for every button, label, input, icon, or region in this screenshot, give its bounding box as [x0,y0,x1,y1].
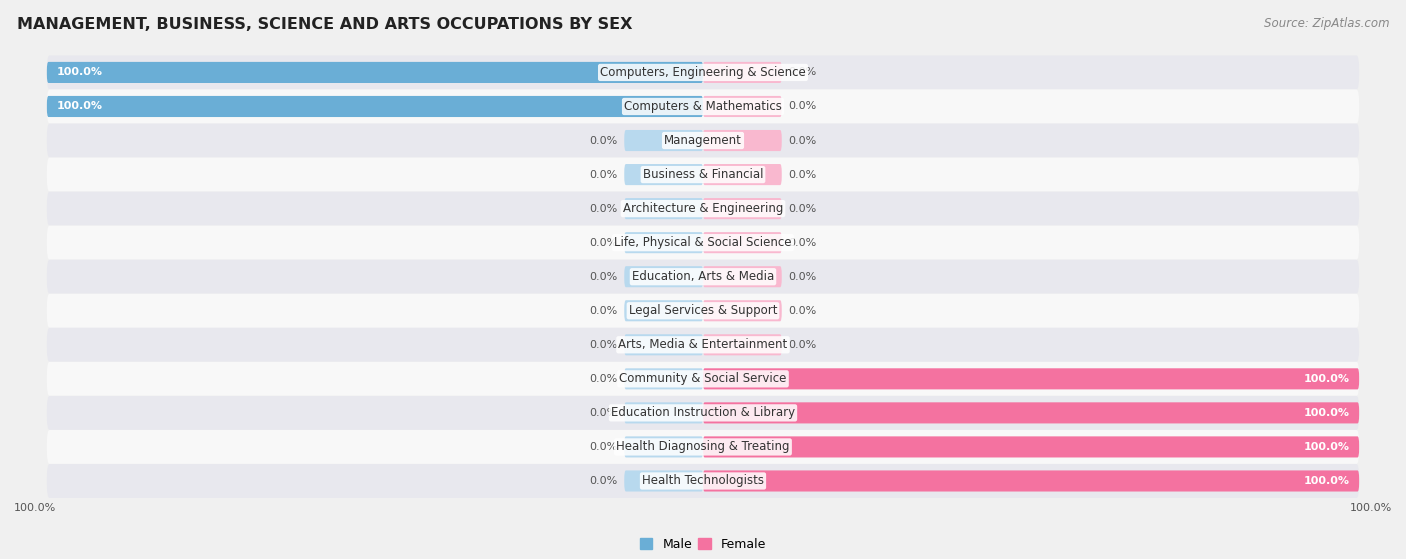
Text: 100.0%: 100.0% [1303,374,1350,384]
Text: 0.0%: 0.0% [589,272,617,282]
FancyBboxPatch shape [703,198,782,219]
Text: Computers & Mathematics: Computers & Mathematics [624,100,782,113]
FancyBboxPatch shape [703,130,782,151]
Text: 0.0%: 0.0% [789,203,817,214]
FancyBboxPatch shape [624,300,703,321]
Text: 100.0%: 100.0% [56,102,103,111]
FancyBboxPatch shape [703,437,1360,457]
Text: Business & Financial: Business & Financial [643,168,763,181]
FancyBboxPatch shape [46,464,1360,498]
FancyBboxPatch shape [624,368,703,390]
Text: Life, Physical & Social Science: Life, Physical & Social Science [614,236,792,249]
FancyBboxPatch shape [46,226,1360,260]
Text: 0.0%: 0.0% [789,306,817,316]
Text: 0.0%: 0.0% [789,238,817,248]
Text: 0.0%: 0.0% [589,306,617,316]
Text: 0.0%: 0.0% [789,68,817,78]
Text: Management: Management [664,134,742,147]
Text: 0.0%: 0.0% [789,340,817,350]
FancyBboxPatch shape [46,158,1360,192]
Text: Architecture & Engineering: Architecture & Engineering [623,202,783,215]
Text: MANAGEMENT, BUSINESS, SCIENCE AND ARTS OCCUPATIONS BY SEX: MANAGEMENT, BUSINESS, SCIENCE AND ARTS O… [17,17,633,32]
FancyBboxPatch shape [46,293,1360,328]
Text: 100.0%: 100.0% [1303,408,1350,418]
Text: Legal Services & Support: Legal Services & Support [628,304,778,318]
Text: Arts, Media & Entertainment: Arts, Media & Entertainment [619,338,787,351]
Text: 0.0%: 0.0% [589,442,617,452]
Text: 0.0%: 0.0% [589,238,617,248]
Text: Source: ZipAtlas.com: Source: ZipAtlas.com [1264,17,1389,30]
FancyBboxPatch shape [624,334,703,356]
FancyBboxPatch shape [624,266,703,287]
FancyBboxPatch shape [624,130,703,151]
Text: 100.0%: 100.0% [56,68,103,78]
FancyBboxPatch shape [46,362,1360,396]
Text: 0.0%: 0.0% [789,135,817,145]
FancyBboxPatch shape [703,96,782,117]
FancyBboxPatch shape [703,232,782,253]
FancyBboxPatch shape [703,334,782,356]
FancyBboxPatch shape [46,89,1360,124]
FancyBboxPatch shape [703,62,782,83]
Text: Health Diagnosing & Treating: Health Diagnosing & Treating [616,440,790,453]
FancyBboxPatch shape [46,192,1360,226]
Text: 0.0%: 0.0% [589,203,617,214]
Text: 0.0%: 0.0% [589,340,617,350]
FancyBboxPatch shape [624,437,703,457]
Text: 0.0%: 0.0% [589,374,617,384]
FancyBboxPatch shape [46,430,1360,464]
FancyBboxPatch shape [46,96,703,117]
Text: 0.0%: 0.0% [789,272,817,282]
Text: 100.0%: 100.0% [1303,476,1350,486]
FancyBboxPatch shape [46,55,1360,89]
Text: 0.0%: 0.0% [589,408,617,418]
Text: 0.0%: 0.0% [789,169,817,179]
Text: Community & Social Service: Community & Social Service [619,372,787,385]
Text: 100.0%: 100.0% [1303,442,1350,452]
FancyBboxPatch shape [46,328,1360,362]
Text: 0.0%: 0.0% [589,169,617,179]
FancyBboxPatch shape [46,396,1360,430]
FancyBboxPatch shape [624,471,703,491]
FancyBboxPatch shape [703,368,1360,390]
FancyBboxPatch shape [624,402,703,423]
FancyBboxPatch shape [703,300,782,321]
FancyBboxPatch shape [703,266,782,287]
FancyBboxPatch shape [46,260,1360,293]
Text: 100.0%: 100.0% [1350,503,1392,513]
Text: 0.0%: 0.0% [789,102,817,111]
FancyBboxPatch shape [46,62,703,83]
Text: Health Technologists: Health Technologists [643,475,763,487]
Text: Education, Arts & Media: Education, Arts & Media [631,270,775,283]
FancyBboxPatch shape [46,124,1360,158]
Text: 0.0%: 0.0% [589,476,617,486]
FancyBboxPatch shape [703,164,782,185]
FancyBboxPatch shape [624,198,703,219]
Legend: Male, Female: Male, Female [636,533,770,556]
FancyBboxPatch shape [624,164,703,185]
Text: 100.0%: 100.0% [14,503,56,513]
Text: Education Instruction & Library: Education Instruction & Library [612,406,794,419]
FancyBboxPatch shape [624,232,703,253]
FancyBboxPatch shape [703,402,1360,423]
Text: Computers, Engineering & Science: Computers, Engineering & Science [600,66,806,79]
FancyBboxPatch shape [703,471,1360,491]
Text: 0.0%: 0.0% [589,135,617,145]
